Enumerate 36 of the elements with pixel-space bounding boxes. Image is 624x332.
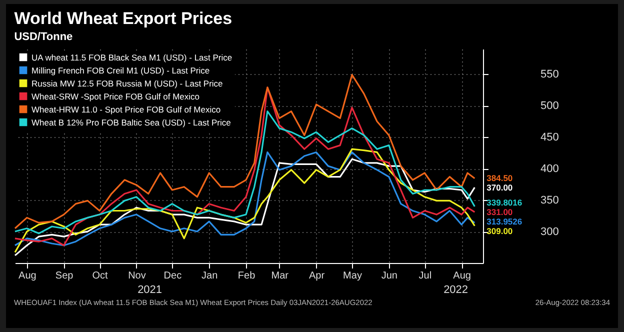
x-tick-label: Aug <box>453 270 471 282</box>
line-series <box>14 74 476 230</box>
legend-label: Wheat B 12% Pro FOB Baltic Sea (USD) - Last Price <box>32 117 232 128</box>
x-tick-label: Nov <box>128 270 146 282</box>
legend-label: Russia MW 12.5 FOB Russia M (USD) - Last Price <box>32 78 224 88</box>
text: 2021 <box>136 284 164 297</box>
y-tick-label: 500 <box>540 100 559 112</box>
chart-title: World Wheat Export Prices <box>14 9 232 28</box>
legend-label: Wheat-SRW -Spot Price FOB Gulf of Mexico <box>32 91 200 102</box>
data-label: 313.9526 <box>486 216 522 227</box>
y-tick-label: 400 <box>540 163 559 176</box>
x-tick-label: Sep <box>55 270 74 282</box>
y-tick-label: 450 <box>540 132 559 144</box>
x-tick-label: May <box>343 270 362 282</box>
y-tick-label: 350 <box>540 194 559 207</box>
legend-label: UA wheat 11.5 FOB Black Sea M1 (USD) - Last Price <box>32 52 232 62</box>
data-label: 331.00 <box>486 207 513 218</box>
data-label: 309.00 <box>486 226 513 236</box>
x-tick-label: Apr <box>309 270 326 282</box>
text: 2022 <box>442 284 470 297</box>
y-tick-label: 300 <box>540 226 559 238</box>
x-tick-label: Dec <box>164 270 182 282</box>
y-tick-label: 550 <box>540 68 559 81</box>
x-tick-label: Jan <box>202 270 218 282</box>
x-tick-label: Jun <box>381 270 398 282</box>
legend-label: Milling French FOB Creil M1 (USD) - Last Price <box>32 65 210 76</box>
x-tick-label: Jul <box>418 270 432 282</box>
data-label: 384.50 <box>486 173 513 184</box>
chart-subtitle: USD/Tonne <box>14 31 73 43</box>
x-tick-label: Aug <box>18 270 36 282</box>
x-tick-label: Oct <box>92 270 108 282</box>
data-label: 339.8016 <box>486 198 522 208</box>
legend-label: Wheat-HRW 11.0 - Spot Price FOB Gulf of Mexico <box>32 104 221 114</box>
data-label: 370.00 <box>486 182 513 193</box>
x-tick-label: Feb <box>238 270 256 282</box>
x-tick-label: Mar <box>271 270 290 282</box>
